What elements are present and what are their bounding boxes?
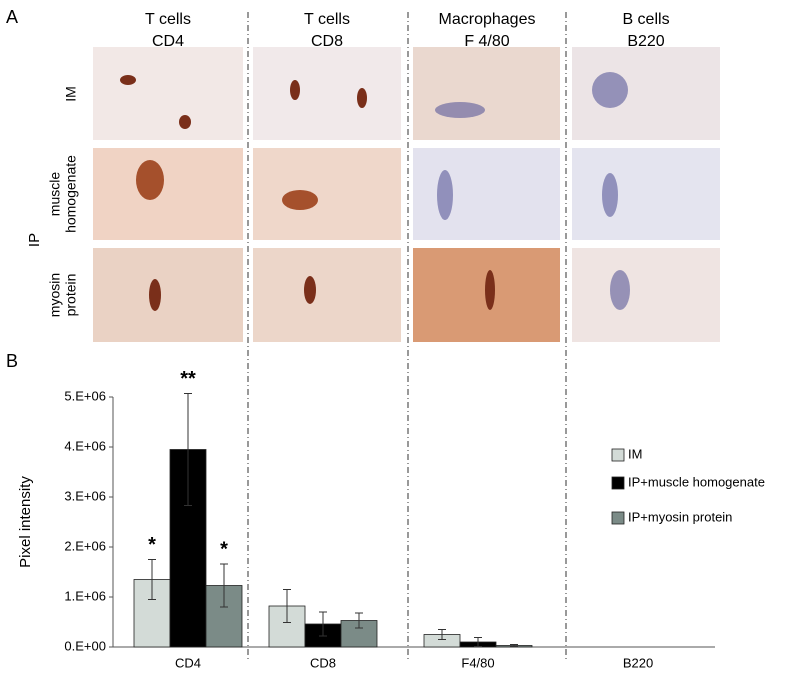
micrograph	[572, 248, 720, 342]
significance-label: **	[180, 368, 196, 390]
error-bar	[184, 393, 192, 506]
panel-a-images	[93, 47, 720, 342]
panel-label: A	[6, 7, 18, 27]
micrograph	[413, 148, 560, 240]
y-tick-label: 4.E+06	[64, 438, 106, 453]
micrograph	[93, 248, 243, 342]
error-bar	[510, 644, 518, 647]
legend-swatch	[611, 476, 625, 490]
column-header: B cells	[622, 11, 669, 28]
error-bar	[355, 612, 363, 629]
error-bar	[283, 589, 291, 623]
column-header: F 4/80	[464, 33, 509, 50]
column-header: Macrophages	[439, 11, 536, 28]
micrograph	[93, 148, 243, 240]
y-tick-label: 5.E+06	[64, 388, 106, 403]
x-tick-label: B220	[623, 655, 653, 670]
column-header: T cells	[304, 11, 350, 28]
micrograph	[93, 47, 243, 140]
separators	[247, 12, 567, 660]
row-label: myosin	[47, 273, 63, 317]
column-header: T cells	[145, 11, 191, 28]
micrograph	[253, 148, 401, 240]
row-label: IM	[63, 86, 79, 102]
row-label: muscle	[47, 172, 63, 217]
legend-label: IM	[628, 446, 642, 461]
significance-label: *	[148, 534, 156, 556]
y-tick-label: 0.E+00	[64, 638, 106, 653]
column-header: CD4	[152, 33, 184, 50]
legend-label: IP+myosin protein	[628, 509, 732, 524]
legend-label: IP+muscle homogenate	[628, 474, 765, 489]
error-bar	[438, 629, 446, 640]
x-tick-label: CD4	[175, 655, 201, 670]
micrograph	[253, 248, 401, 342]
row-label: protein	[63, 274, 79, 317]
column-header: CD8	[311, 33, 343, 50]
nuclei	[435, 72, 630, 310]
column-header: B220	[627, 33, 664, 50]
error-bar	[474, 637, 482, 647]
y-tick-label: 2.E+06	[64, 538, 106, 553]
micrograph	[253, 47, 401, 140]
x-tick-label: F4/80	[461, 655, 494, 670]
micrograph	[572, 148, 720, 240]
y-tick-label: 3.E+06	[64, 488, 106, 503]
error-bar	[220, 563, 228, 608]
y-axis-label: Pixel intensity	[17, 476, 34, 568]
legend-swatch	[611, 448, 625, 462]
legend-swatch	[611, 511, 625, 525]
row-label: homogenate	[63, 155, 79, 233]
error-bar	[319, 611, 327, 637]
y-tick-label: 1.E+06	[64, 588, 106, 603]
x-tick-label: CD8	[310, 655, 336, 670]
panel-label: B	[6, 351, 18, 371]
stain-spots	[120, 75, 495, 311]
group-label: IP	[26, 233, 43, 247]
micrograph	[413, 47, 560, 140]
error-bar	[148, 559, 156, 600]
significance-label: *	[220, 538, 228, 560]
